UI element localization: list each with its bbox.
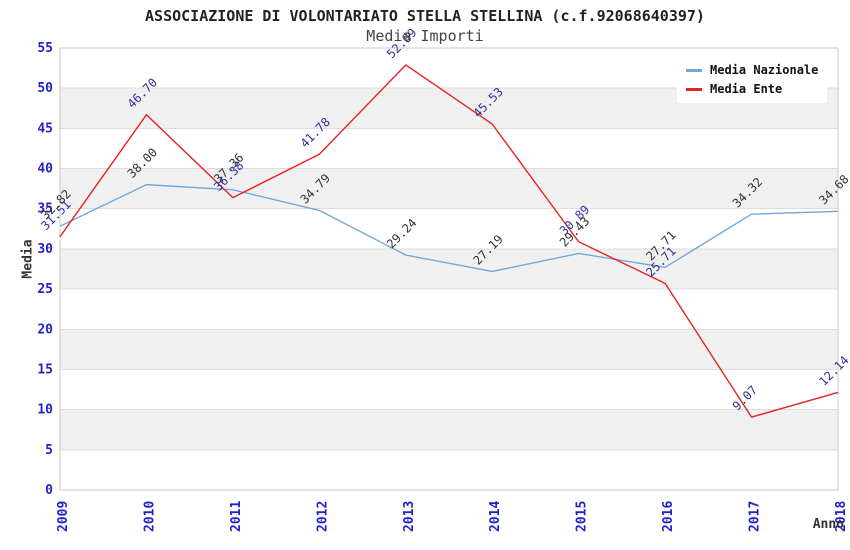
y-tick-label: 20 (37, 322, 53, 337)
band (60, 248, 838, 290)
x-tick-label: 2011 (229, 501, 244, 532)
plot-border (59, 47, 839, 491)
series-line-media-nazionale (59, 183, 839, 273)
legend-item-media-ente: Media Ente (686, 82, 818, 96)
band (60, 449, 838, 490)
legend: Media Nazionale Media Ente (677, 57, 828, 103)
y-axis-title: Media (20, 239, 36, 279)
y-tick-label: 0 (45, 483, 53, 498)
y-axis-ticks: 0 5 10 15 20 25 30 35 40 45 50 55 (37, 41, 53, 498)
y-tick-label: 35 (37, 202, 53, 217)
x-axis-title: Anno (812, 517, 844, 532)
x-tick-label: 2013 (402, 501, 417, 532)
chart-title: ASSOCIAZIONE DI VOLONTARIATO STELLA STEL… (145, 7, 705, 25)
band (60, 208, 838, 249)
series-line-media-ente (59, 64, 839, 418)
y-tick-label: 10 (37, 403, 53, 418)
band (60, 409, 838, 450)
y-tick-label: 5 (45, 443, 53, 458)
x-axis-ticks: 2009 2010 2011 2012 2013 2014 2015 2016 2017 2018 (56, 501, 849, 532)
x-tick-label: 2018 (834, 501, 849, 532)
x-tick-label: 2010 (142, 501, 157, 532)
band (60, 329, 838, 370)
y-tick-label: 45 (37, 121, 53, 136)
y-tick-label: 25 (37, 282, 53, 297)
y-tick-label: 50 (37, 81, 53, 96)
legend-label-media-nazionale: Media Nazionale (710, 63, 819, 77)
band (60, 168, 838, 209)
y-tick-label: 55 (37, 41, 53, 56)
media-ente-line-swatch (686, 87, 702, 91)
x-tick-label: 2014 (488, 501, 503, 532)
y-tick-label: 40 (37, 162, 53, 177)
x-tick-label: 2017 (748, 501, 763, 532)
legend-item-media-nazionale: Media Nazionale (686, 63, 818, 77)
band (60, 289, 838, 330)
y-tick-label: 15 (37, 362, 53, 377)
x-tick-label: 2015 (575, 501, 590, 532)
band (60, 128, 838, 169)
x-tick-label: 2016 (661, 501, 676, 532)
band (60, 369, 838, 410)
plot-bands (60, 48, 838, 490)
x-tick-label: 2009 (56, 501, 71, 532)
legend-label-media-ente: Media Ente (710, 82, 783, 96)
y-tick-label: 30 (37, 242, 53, 257)
chart-subtitle: Media Importi (366, 27, 484, 45)
x-tick-label: 2012 (315, 501, 330, 532)
media-nazionale-line-swatch (686, 68, 702, 72)
